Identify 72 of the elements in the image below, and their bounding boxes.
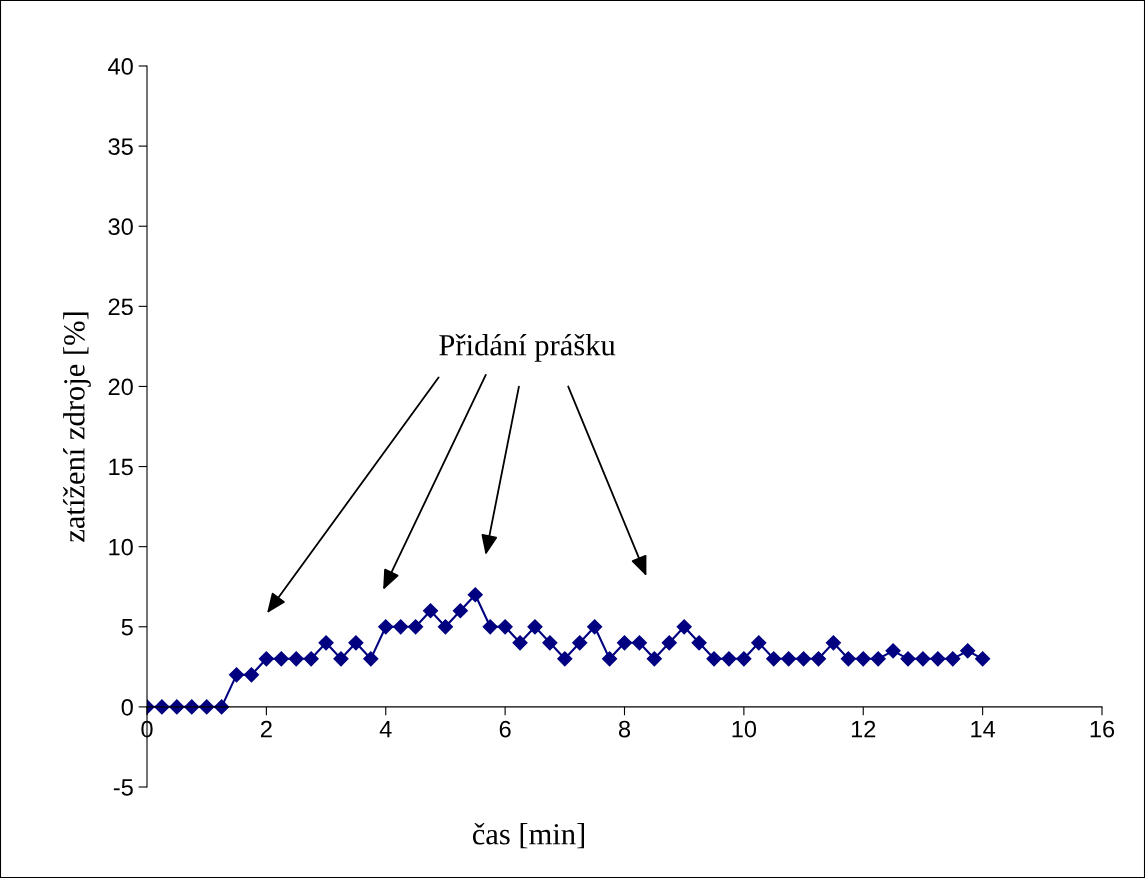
point — [333, 651, 349, 667]
x-tick-label: 12 — [851, 720, 876, 738]
y-tick-label: 40 — [108, 58, 133, 75]
point — [587, 619, 603, 635]
x-axis-title: čas [min] — [472, 822, 584, 849]
point — [602, 651, 618, 667]
point — [781, 651, 797, 667]
point — [393, 619, 409, 635]
point — [900, 651, 916, 667]
point — [676, 619, 692, 635]
y-tick-label: 25 — [108, 298, 133, 316]
point — [945, 651, 961, 667]
x-tick-label: 10 — [732, 720, 757, 738]
point — [288, 651, 304, 667]
x-tick-label: 14 — [971, 720, 996, 738]
point — [228, 667, 245, 683]
x-tick-label: 16 — [1090, 720, 1115, 738]
point — [736, 651, 752, 667]
point — [960, 643, 976, 659]
point — [512, 635, 528, 651]
point — [975, 651, 991, 667]
point — [616, 635, 633, 651]
point — [885, 643, 901, 659]
x-tick-label: 4 — [379, 720, 392, 738]
point — [422, 603, 439, 619]
y-tick-label: 0 — [121, 698, 133, 716]
point — [691, 635, 707, 651]
y-tick-label: 5 — [121, 619, 133, 636]
point — [572, 635, 588, 651]
point — [810, 651, 827, 667]
x-tick-label: 8 — [618, 720, 631, 738]
point — [766, 651, 782, 667]
point — [348, 635, 364, 651]
x-tick-label: 6 — [499, 720, 511, 738]
point — [363, 651, 379, 667]
point — [452, 603, 468, 619]
point — [497, 619, 513, 635]
point — [527, 619, 543, 635]
point — [542, 635, 558, 651]
y-tick-label: 15 — [109, 458, 133, 476]
point — [631, 635, 647, 651]
point — [437, 619, 454, 635]
point — [661, 635, 677, 651]
annotation: Přidání prášku — [439, 334, 616, 362]
point — [273, 651, 289, 667]
point — [408, 619, 424, 635]
point — [646, 651, 662, 667]
y-tick-label: 20 — [108, 378, 133, 396]
x-tick-label: 2 — [261, 720, 272, 738]
point — [258, 651, 274, 667]
point — [855, 651, 871, 667]
y-tick-label: 35 — [108, 138, 133, 155]
point — [303, 651, 319, 667]
point — [557, 651, 573, 667]
point — [751, 635, 767, 651]
point — [378, 619, 394, 635]
point — [482, 619, 498, 635]
point — [243, 667, 260, 683]
point — [795, 651, 812, 667]
point — [721, 651, 737, 667]
point — [915, 651, 931, 667]
point — [318, 635, 334, 651]
point — [825, 635, 841, 651]
point — [467, 587, 483, 603]
point — [930, 651, 946, 667]
y-tick-label: -5 — [113, 779, 133, 796]
point — [840, 651, 856, 667]
point — [706, 651, 722, 667]
y-tick-label: 10 — [109, 538, 133, 556]
y-axis-title: zatížení zdroje [%] — [63, 312, 91, 542]
point — [870, 651, 886, 667]
y-tick-label: 30 — [108, 218, 133, 236]
